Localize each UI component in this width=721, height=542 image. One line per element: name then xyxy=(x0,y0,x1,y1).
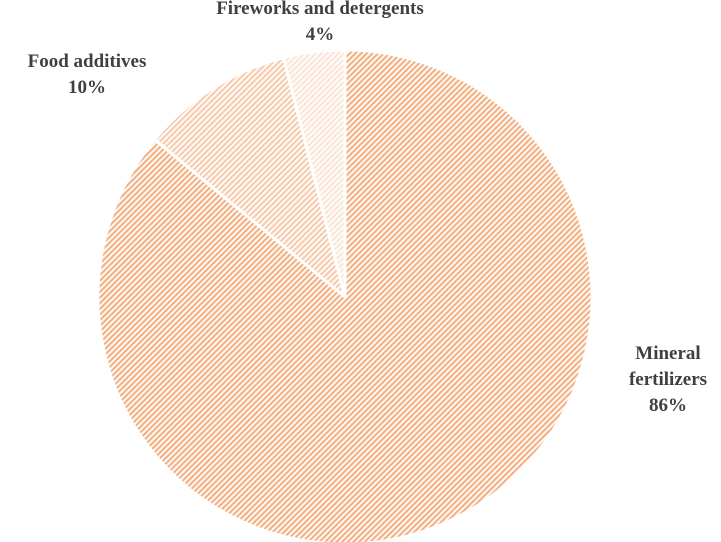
slice-category-label: Mineral xyxy=(635,343,700,364)
slice-data-label: Mineral fertilizers 86% xyxy=(629,343,707,416)
pie-slice xyxy=(96,48,594,542)
slice-category-label: Food additives xyxy=(28,51,147,72)
pie-slice xyxy=(282,48,347,299)
slice-value-label: 86% xyxy=(649,395,687,416)
slice-value-label: 10% xyxy=(68,77,106,98)
slice-value-label: 4% xyxy=(306,24,335,45)
slice-category-label: Fireworks and detergents xyxy=(216,0,424,19)
pie-labels: Mineral fertilizers 86% Food additives 10% Fi… xyxy=(28,0,707,416)
slice-data-label: Food additives 10% xyxy=(28,51,147,98)
pie-slices xyxy=(96,48,594,542)
slice-data-label: Fireworks and detergents 4% xyxy=(216,0,424,45)
slice-category-label: fertilizers xyxy=(629,369,707,390)
